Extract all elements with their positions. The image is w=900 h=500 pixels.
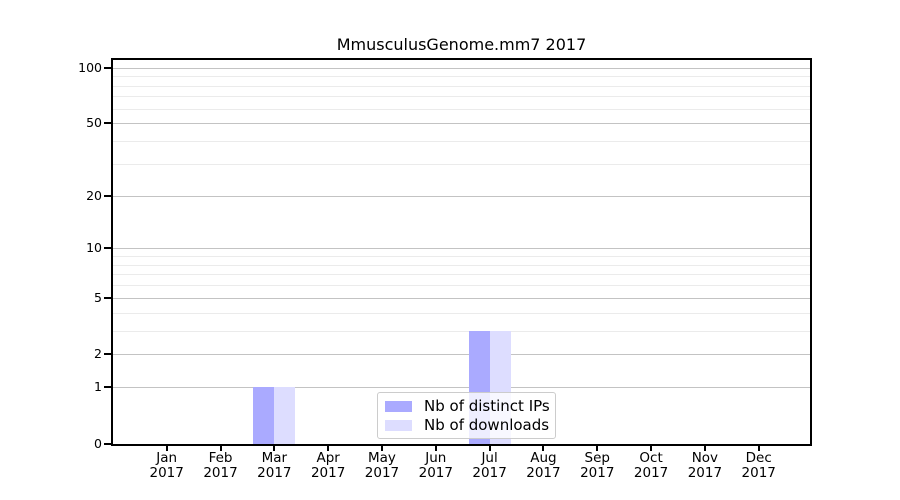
y-major-gridline [113, 123, 810, 124]
x-tick-label: Sep 2017 [580, 450, 615, 481]
y-minor-gridline [113, 285, 810, 286]
legend-label-downloads: Nb of downloads [424, 416, 550, 434]
y-major-gridline [113, 248, 810, 249]
y-tick [104, 296, 112, 299]
x-tick-label: Feb 2017 [203, 450, 238, 481]
x-tick-label: Nov 2017 [687, 450, 723, 481]
y-minor-gridline [113, 141, 810, 142]
x-tick-label: Apr 2017 [310, 450, 346, 481]
y-tick-label: 10 [86, 240, 102, 256]
x-tick [165, 444, 168, 451]
y-minor-gridline [113, 86, 810, 87]
x-tick [327, 444, 330, 451]
y-tick [104, 194, 112, 197]
y-minor-gridline [113, 274, 810, 275]
x-tick-label: May 2017 [364, 450, 400, 481]
y-tick [104, 247, 112, 250]
x-tick-label: Jun 2017 [418, 450, 453, 481]
bar-distinct-ips [253, 387, 274, 444]
y-minor-gridline [113, 313, 810, 314]
y-minor-gridline [113, 109, 810, 110]
x-tick [596, 444, 599, 451]
x-tick [219, 444, 222, 451]
y-tick [104, 353, 112, 356]
bar-downloads [274, 387, 295, 444]
y-minor-gridline [113, 256, 810, 257]
x-tick [488, 444, 491, 451]
legend-item-downloads: Nb of downloads [378, 416, 555, 435]
x-tick-label: Oct 2017 [633, 450, 669, 481]
y-tick-label: 20 [86, 187, 102, 203]
legend: Nb of distinct IPs Nb of downloads [377, 392, 556, 439]
distinct-ips-swatch [385, 401, 412, 412]
y-tick-label: 100 [78, 59, 102, 75]
y-tick-label: 2 [94, 346, 102, 362]
x-tick [650, 444, 653, 451]
y-minor-gridline [113, 96, 810, 97]
x-tick-label: Jan 2017 [149, 450, 184, 481]
plot-frame [111, 58, 812, 446]
y-major-gridline [113, 298, 810, 299]
x-tick [380, 444, 383, 451]
legend-item-distinct-ips: Nb of distinct IPs [378, 397, 555, 416]
y-minor-gridline [113, 265, 810, 266]
y-minor-gridline [113, 164, 810, 165]
x-tick [703, 444, 706, 451]
legend-label-distinct-ips: Nb of distinct IPs [424, 397, 550, 415]
y-major-gridline [113, 68, 810, 69]
y-major-gridline [113, 354, 810, 355]
x-tick [757, 444, 760, 451]
y-tick-label: 50 [86, 115, 102, 131]
x-tick-label: Jul 2017 [472, 450, 507, 481]
y-tick [104, 66, 112, 69]
x-tick-label: Mar 2017 [257, 450, 292, 481]
y-tick-label: 5 [94, 289, 102, 305]
y-minor-gridline [113, 331, 810, 332]
y-tick-label: 1 [94, 379, 102, 395]
y-major-gridline [113, 196, 810, 197]
x-tick [542, 444, 545, 451]
x-tick [273, 444, 276, 451]
x-tick-label: Dec 2017 [741, 450, 776, 481]
chart-title: MmusculusGenome.mm7 2017 [336, 35, 587, 54]
downloads-swatch [385, 420, 412, 431]
y-tick [104, 443, 112, 445]
y-tick-label: 0 [94, 436, 102, 451]
y-major-gridline [113, 387, 810, 388]
y-tick [104, 386, 112, 389]
x-tick-label: Aug 2017 [526, 450, 561, 481]
y-tick [104, 122, 112, 125]
y-minor-gridline [113, 76, 810, 77]
x-tick [434, 444, 437, 451]
